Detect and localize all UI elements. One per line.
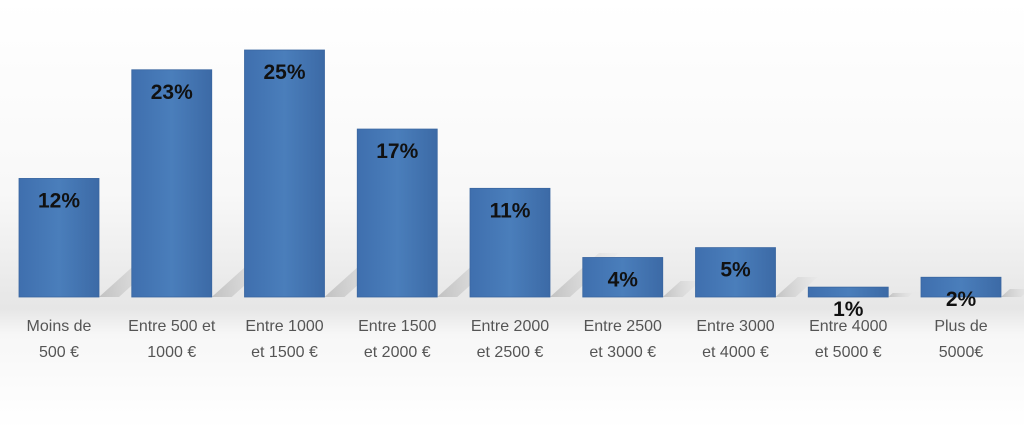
bar xyxy=(469,187,551,298)
category-tick-label: 5000€ xyxy=(939,344,984,361)
bar xyxy=(920,276,1002,298)
category-tick-label: et 4000 € xyxy=(702,344,769,361)
data-label: 5% xyxy=(720,259,751,282)
category-tick-label: Entre 2000 xyxy=(471,318,549,335)
category-tick-label: et 2500 € xyxy=(477,344,544,361)
data-label: 23% xyxy=(151,81,193,104)
category-tick-label: 500 € xyxy=(39,344,79,361)
category-tick-label: et 2000 € xyxy=(364,344,431,361)
data-label: 17% xyxy=(376,140,418,163)
data-label: 2% xyxy=(946,288,977,311)
bar-shadow xyxy=(1001,288,1024,297)
category-tick-label: Entre 500 et xyxy=(128,318,216,335)
category-labels-group: Moins de 500 € Entre 500 et 1000 € Entre 100… xyxy=(27,318,988,361)
data-label: 12% xyxy=(38,189,80,212)
data-label: 11% xyxy=(490,199,531,222)
category-tick-label: Entre 2500 xyxy=(584,318,662,335)
bar-shadow xyxy=(888,292,913,297)
bars-group xyxy=(18,49,1002,298)
bar xyxy=(807,286,889,298)
category-tick-label: et 1500 € xyxy=(251,344,318,361)
category-tick-label: Plus de xyxy=(934,318,987,335)
category-tick-label: Entre 3000 xyxy=(696,318,774,335)
data-label: 1% xyxy=(833,298,864,321)
bar xyxy=(18,178,100,298)
category-tick-label: Entre 1500 xyxy=(358,318,436,335)
bar xyxy=(582,257,664,298)
bar xyxy=(695,247,776,298)
bar-shadow xyxy=(662,280,701,297)
bar xyxy=(131,69,213,298)
category-tick-label: et 5000 € xyxy=(815,344,882,361)
category-tick-label: Moins de xyxy=(27,318,92,335)
data-label: 25% xyxy=(263,61,305,84)
value-labels-group: 12% 23% 25% 17% 11% 4% 5% 1% 2% xyxy=(38,61,977,321)
bar-shadow xyxy=(775,276,818,297)
bar xyxy=(356,128,438,298)
category-tick-label: et 3000 € xyxy=(589,344,656,361)
category-tick-label: 1000 € xyxy=(147,344,196,361)
data-label: 4% xyxy=(608,268,639,291)
category-tick-label: Entre 4000 xyxy=(809,318,887,335)
category-tick-label: Entre 1000 xyxy=(245,318,323,335)
bar xyxy=(244,49,325,298)
